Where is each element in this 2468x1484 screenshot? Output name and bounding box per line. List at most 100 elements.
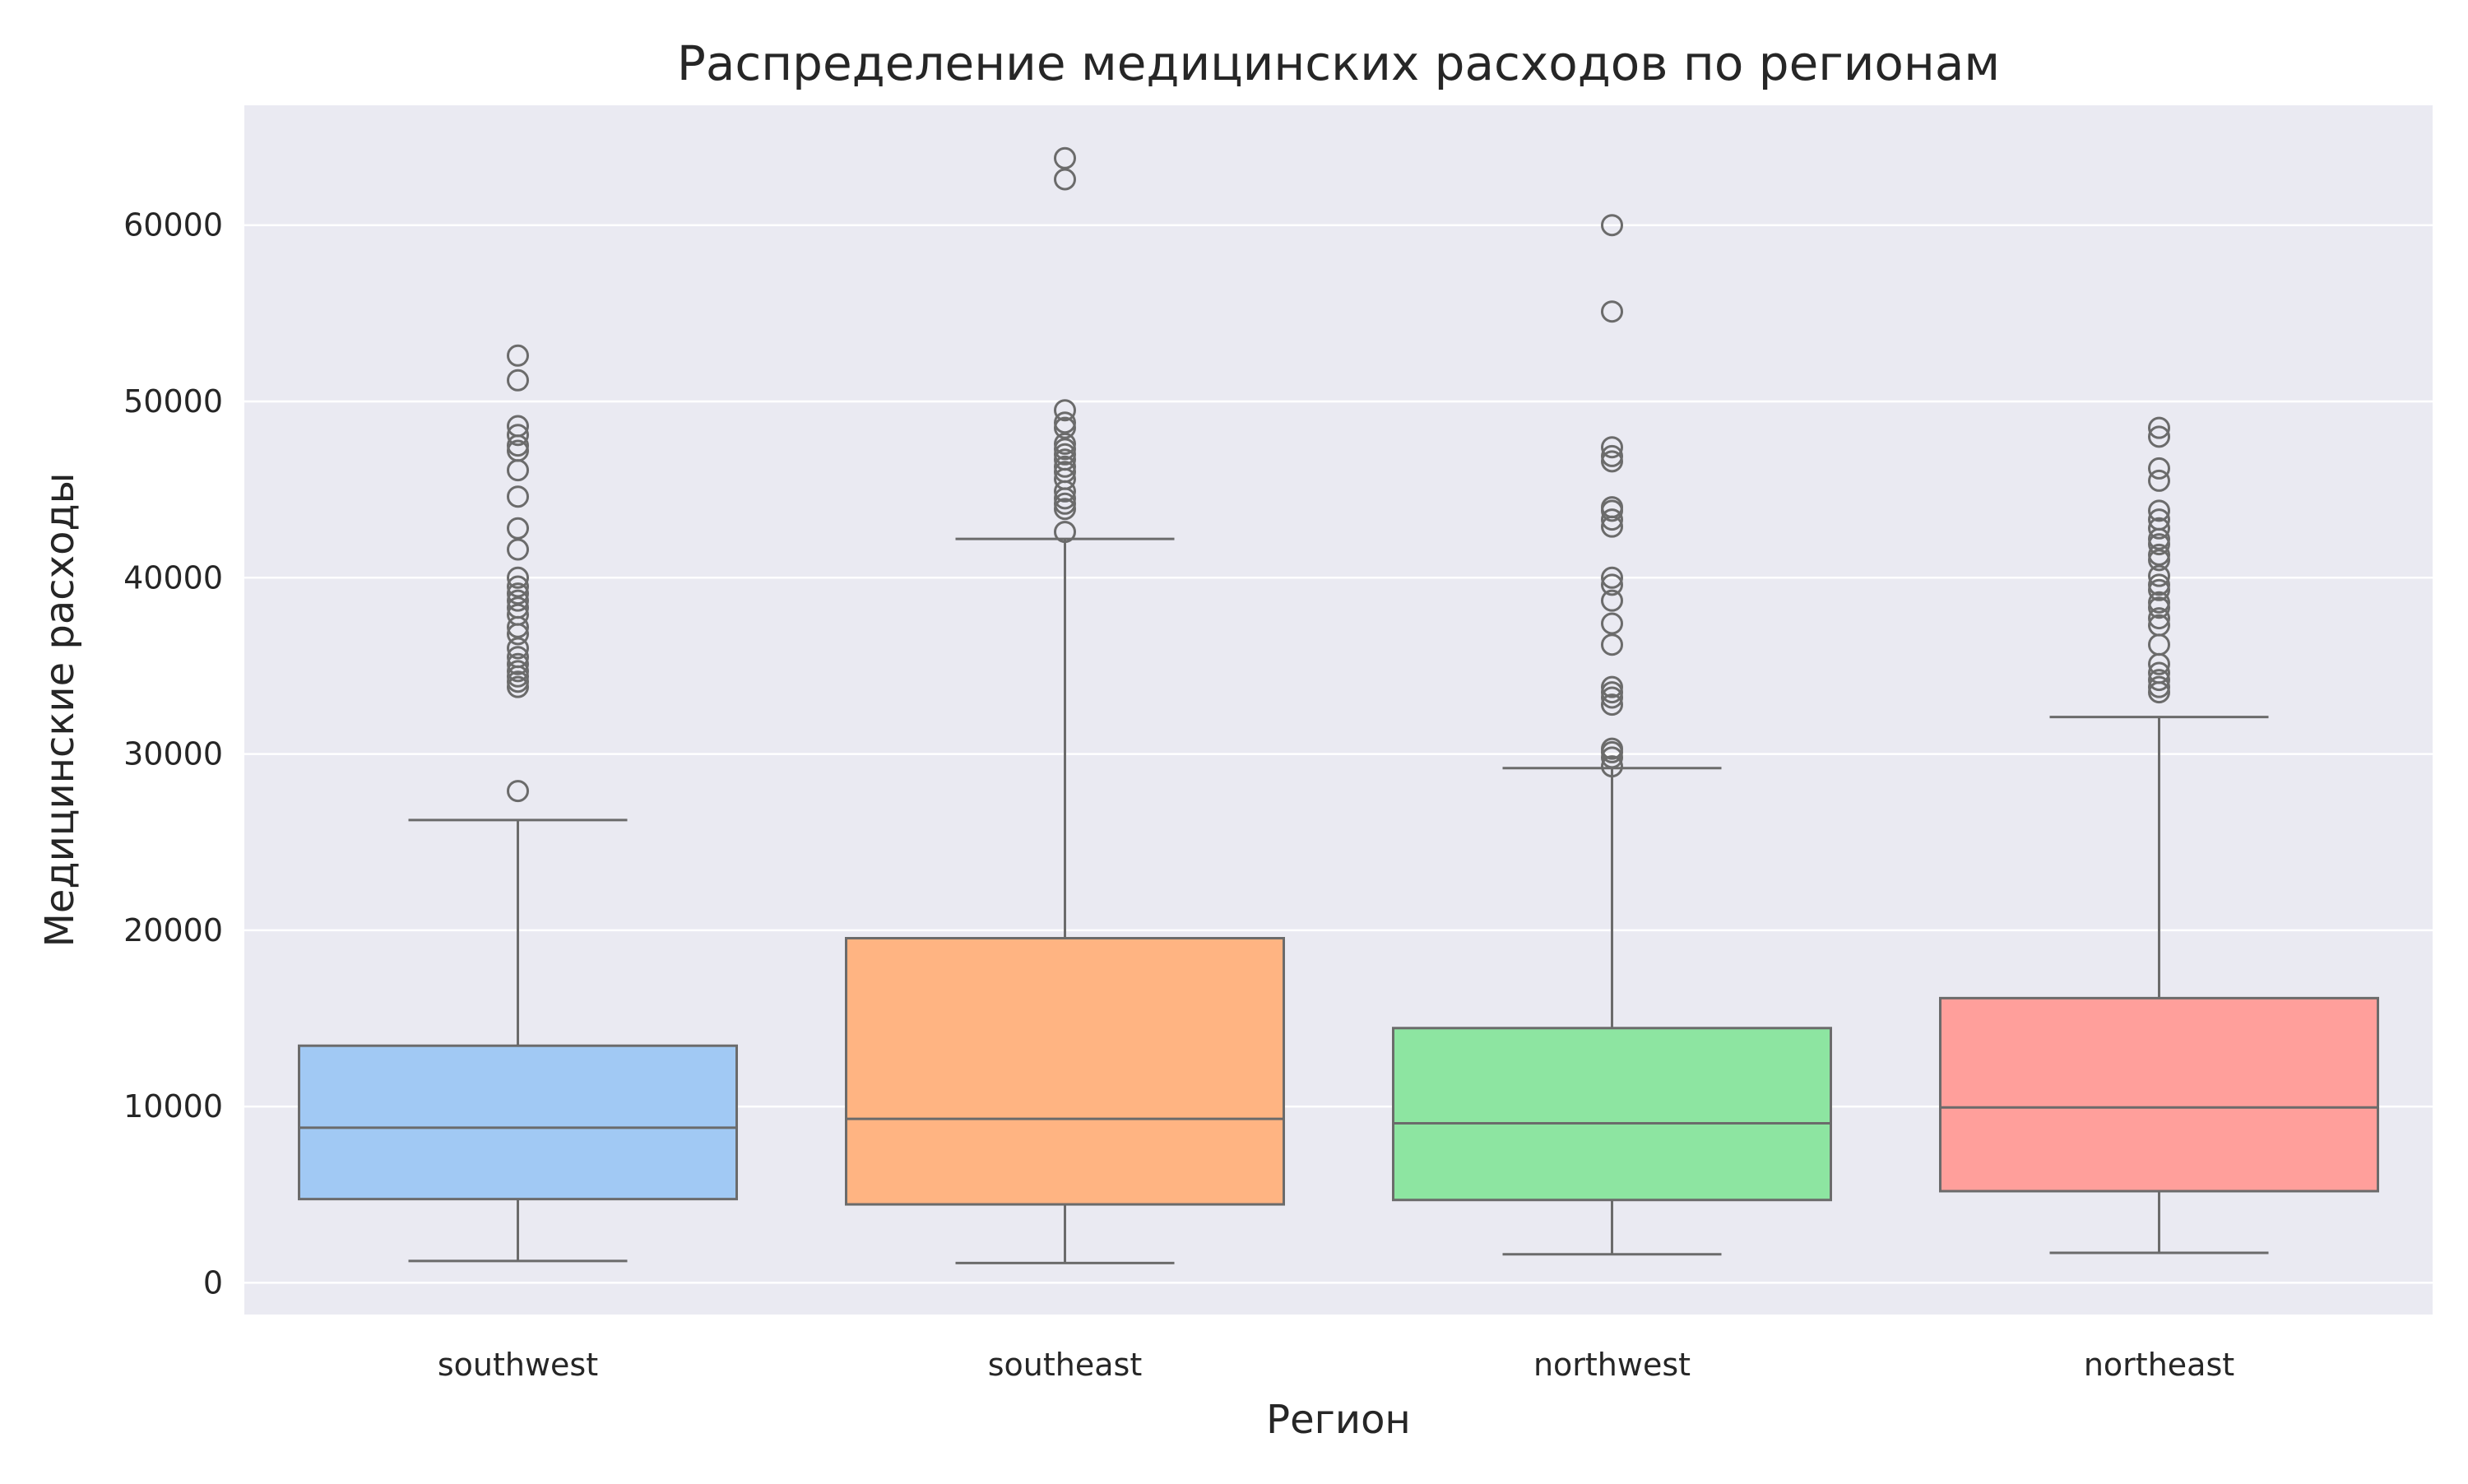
tick-labels: 0 10000 20000 30000 40000 50000 60000 southwest… (123, 207, 2234, 1383)
outlier-point (2148, 614, 2170, 637)
box-iqr (845, 937, 1285, 1206)
outlier-point (2148, 457, 2170, 480)
y-tick-label: 60000 (123, 207, 223, 243)
outlier-point (2148, 499, 2170, 522)
outlier-point (2148, 596, 2170, 619)
y-axis-title: Медицинские расходы (37, 472, 83, 947)
outlier-point (1054, 443, 1076, 466)
outlier-point (2148, 425, 2170, 448)
outlier-point (2148, 675, 2170, 698)
boxes (298, 146, 2379, 1264)
outlier-point (1601, 444, 1623, 467)
outlier-point (507, 596, 529, 619)
outlier-point (1601, 300, 1623, 323)
outlier-point (1601, 450, 1623, 473)
outlier-point (507, 485, 529, 508)
outlier-point (507, 439, 529, 462)
y-tick-label: 20000 (123, 912, 223, 948)
outlier-point (1054, 498, 1076, 521)
box-group-northeast (1939, 416, 2379, 1254)
outlier-point (1601, 214, 1623, 237)
outlier-point (1054, 411, 1076, 434)
outlier-point (1054, 455, 1076, 478)
outlier-point (507, 538, 529, 561)
outlier-point (1601, 633, 1623, 656)
outlier-point (1054, 448, 1076, 471)
outlier-point (1601, 737, 1623, 760)
outlier-point (1601, 436, 1623, 459)
outlier-point (507, 424, 529, 447)
box-iqr (298, 1044, 738, 1201)
outlier-point (1054, 432, 1076, 455)
outlier-point (1601, 612, 1623, 635)
outlier-point (2148, 543, 2170, 566)
outlier-point (507, 637, 529, 660)
outlier-point (2148, 573, 2170, 596)
outlier-point (1054, 416, 1076, 439)
outlier-point (1054, 146, 1076, 169)
outlier-point (1601, 681, 1623, 704)
outlier-point (507, 660, 529, 683)
outlier-point (2148, 661, 2170, 684)
outlier-point (1601, 589, 1623, 612)
outlier-point (507, 344, 529, 367)
box-group-southwest (298, 344, 738, 1263)
outlier-point (1054, 399, 1076, 422)
outlier-point (1601, 508, 1623, 531)
outlier-point (2148, 469, 2170, 492)
box-iqr (1939, 996, 2379, 1193)
outlier-point (2148, 517, 2170, 540)
outlier-point (2148, 564, 2170, 587)
outlier-point (507, 780, 529, 803)
outlier-point (2148, 533, 2170, 556)
x-tick-label: southwest (438, 1347, 598, 1383)
x-tick-label: northeast (2084, 1347, 2234, 1383)
outlier-point (1054, 461, 1076, 484)
outlier-point (507, 517, 529, 540)
y-tick-label: 50000 (123, 383, 223, 420)
outlier-point (1054, 168, 1076, 191)
outlier-point (507, 415, 529, 438)
outlier-point (1601, 746, 1623, 769)
outlier-point (507, 575, 529, 598)
outlier-point (507, 652, 529, 675)
outlier-point (507, 582, 529, 605)
outlier-point (507, 603, 529, 626)
chart-title: Распределение медицинских расходов по ре… (677, 35, 2000, 91)
outlier-point (1601, 693, 1623, 716)
outlier-point (507, 566, 529, 589)
outlier-point (1601, 675, 1623, 698)
outlier-point (507, 369, 529, 392)
outlier-point (1054, 492, 1076, 515)
outlier-point (1601, 566, 1623, 589)
outlier-point (2148, 607, 2170, 630)
box-iqr (1392, 1027, 1832, 1202)
outlier-point (1601, 573, 1623, 596)
outlier-point (2148, 669, 2170, 692)
y-tick-label: 10000 (123, 1088, 223, 1125)
outlier-point (2148, 416, 2170, 439)
outlier-point (507, 589, 529, 612)
outlier-point (1054, 521, 1076, 544)
box-group-northwest (1392, 214, 1832, 1256)
outlier-point (2148, 549, 2170, 572)
y-tick-label: 30000 (123, 736, 223, 772)
y-tick-label: 0 (203, 1264, 223, 1301)
x-axis-title: Регион (1266, 1397, 1411, 1443)
x-tick-label: northwest (1533, 1347, 1691, 1383)
outlier-point (1054, 438, 1076, 461)
outlier-point (507, 646, 529, 669)
outlier-point (2148, 591, 2170, 614)
outlier-point (1601, 755, 1623, 778)
outlier-point (1601, 496, 1623, 519)
box-group-southeast (845, 146, 1285, 1264)
y-tick-label: 40000 (123, 559, 223, 596)
outlier-point (507, 670, 529, 693)
x-tick-label: southeast (988, 1347, 1142, 1383)
outlier-point (507, 675, 529, 698)
outlier-point (2148, 578, 2170, 601)
outlier-point (2148, 508, 2170, 531)
outlier-point (1601, 686, 1623, 709)
